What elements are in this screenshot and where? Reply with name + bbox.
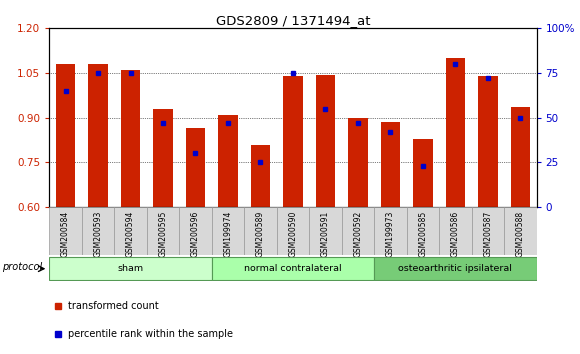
Text: GSM200588: GSM200588 <box>516 210 525 257</box>
Bar <box>212 207 244 255</box>
Text: GSM200591: GSM200591 <box>321 210 330 257</box>
Text: GSM200586: GSM200586 <box>451 210 460 257</box>
Text: GSM200593: GSM200593 <box>93 210 103 257</box>
Bar <box>374 257 536 280</box>
Bar <box>374 207 407 255</box>
Title: GDS2809 / 1371494_at: GDS2809 / 1371494_at <box>216 14 370 27</box>
Text: GSM200595: GSM200595 <box>158 210 168 257</box>
Bar <box>153 109 173 207</box>
Bar <box>309 207 342 255</box>
Bar <box>380 122 400 207</box>
Bar <box>472 207 504 255</box>
Bar <box>439 207 472 255</box>
Bar <box>82 207 114 255</box>
Text: sham: sham <box>117 264 144 273</box>
Bar <box>445 58 465 207</box>
Bar <box>49 257 212 280</box>
Bar <box>147 207 179 255</box>
Text: GSM200596: GSM200596 <box>191 210 200 257</box>
Bar <box>277 207 309 255</box>
Text: GSM200594: GSM200594 <box>126 210 135 257</box>
Bar <box>244 207 277 255</box>
Text: GSM200587: GSM200587 <box>483 210 492 257</box>
Text: GSM200592: GSM200592 <box>353 210 362 257</box>
Bar <box>407 207 439 255</box>
Bar <box>88 64 108 207</box>
Text: transformed count: transformed count <box>68 301 158 311</box>
Bar <box>413 138 433 207</box>
Bar <box>504 207 536 255</box>
Text: GSM200590: GSM200590 <box>288 210 298 257</box>
Bar <box>348 118 368 207</box>
Text: GSM200584: GSM200584 <box>61 210 70 257</box>
Bar <box>283 76 303 207</box>
Bar <box>179 207 212 255</box>
Bar <box>212 257 374 280</box>
Bar <box>316 74 335 207</box>
Bar <box>49 207 82 255</box>
Text: protocol: protocol <box>2 262 43 273</box>
Text: osteoarthritic ipsilateral: osteoarthritic ipsilateral <box>398 264 512 273</box>
Bar <box>218 115 238 207</box>
Bar <box>251 144 270 207</box>
Bar <box>121 70 140 207</box>
Bar <box>478 76 498 207</box>
Text: GSM200585: GSM200585 <box>418 210 427 257</box>
Text: GSM199973: GSM199973 <box>386 210 395 257</box>
Bar <box>510 107 530 207</box>
Bar <box>56 64 75 207</box>
Text: percentile rank within the sample: percentile rank within the sample <box>68 330 233 339</box>
Bar <box>342 207 374 255</box>
Text: normal contralateral: normal contralateral <box>244 264 342 273</box>
Bar <box>186 128 205 207</box>
Bar <box>114 207 147 255</box>
Text: GSM200589: GSM200589 <box>256 210 265 257</box>
Text: GSM199974: GSM199974 <box>223 210 233 257</box>
